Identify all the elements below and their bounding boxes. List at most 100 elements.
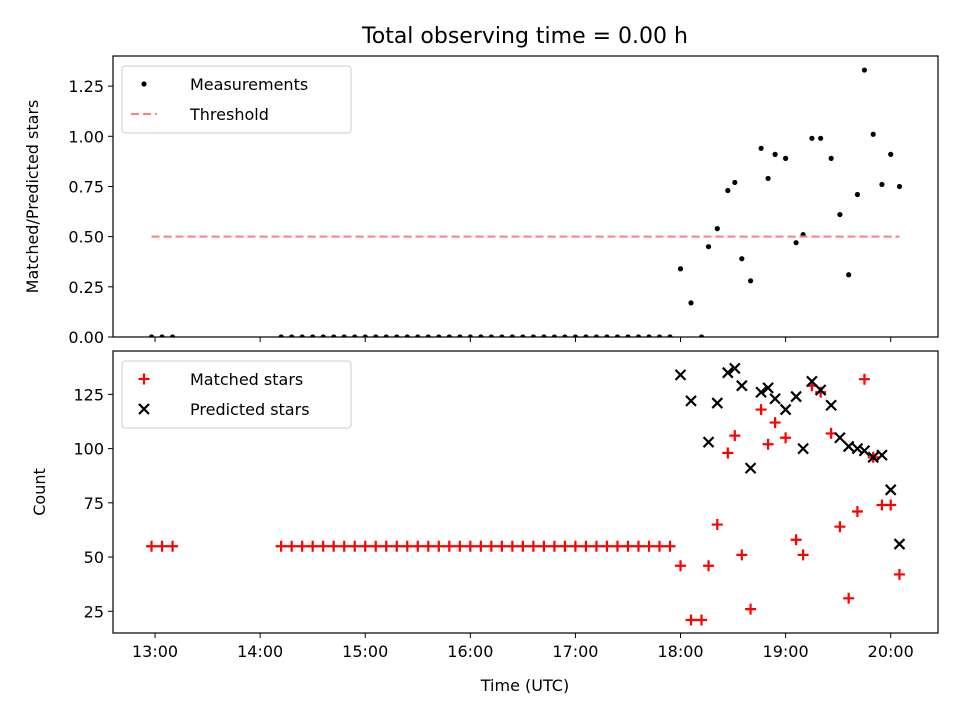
data-point [415, 334, 421, 337]
data-point [625, 334, 631, 337]
data-point [814, 384, 827, 396]
data-point [425, 334, 431, 337]
data-point [867, 451, 879, 464]
series-predicted-stars [674, 362, 906, 550]
data-point [401, 540, 413, 552]
data-point [307, 540, 319, 552]
data-point [548, 540, 560, 552]
legend: Matched stars Predicted stars [121, 360, 352, 429]
data-point [146, 540, 158, 552]
data-point [667, 334, 673, 337]
data-point [714, 226, 720, 232]
data-point [635, 334, 642, 337]
data-point [643, 540, 655, 552]
data-point [685, 614, 697, 626]
legend-label: Matched stars [190, 370, 303, 389]
data-point [711, 519, 723, 531]
data-point [739, 256, 745, 262]
data-point [583, 334, 589, 337]
data-point [896, 183, 903, 190]
data-point [783, 155, 789, 161]
x-tick-label: 19:00 [763, 642, 809, 661]
data-point [745, 603, 757, 615]
axes-frame [112, 350, 939, 634]
data-point [722, 366, 734, 379]
data-point [601, 540, 613, 552]
data-point [793, 240, 799, 246]
data-point [464, 540, 476, 552]
data-point [854, 191, 861, 198]
data-point [559, 540, 571, 552]
data-point [828, 155, 834, 161]
data-point [286, 540, 298, 552]
data-point [842, 440, 855, 453]
data-point [846, 272, 852, 278]
data-point [762, 438, 774, 450]
data-point [317, 540, 329, 552]
data-point [572, 334, 579, 337]
data-point [809, 135, 815, 141]
data-point [797, 442, 809, 455]
data-point [446, 334, 452, 337]
x-tick-label: 13:00 [132, 642, 178, 661]
data-point [485, 540, 497, 552]
data-point [780, 432, 792, 444]
legend: Measurements Threshold [121, 65, 352, 134]
data-point [744, 462, 757, 474]
y-tick-label: 0.50 [68, 228, 104, 247]
data-point [703, 560, 715, 572]
data-point [755, 386, 767, 398]
y-axis-label: Count [30, 468, 49, 516]
y-tick-label: 100 [73, 440, 104, 459]
legend-label: Measurements [190, 75, 308, 94]
data-point [755, 404, 767, 416]
data-point [310, 334, 316, 337]
y-tick-label: 0.75 [68, 177, 104, 196]
data-point [790, 534, 802, 546]
data-point [674, 369, 687, 381]
y-tick-label: 75 [84, 494, 104, 513]
axes-frame [112, 55, 939, 338]
data-point [861, 67, 868, 73]
data-point [517, 540, 529, 552]
data-point [530, 334, 536, 337]
legend-label: Predicted stars [190, 400, 310, 419]
y-tick-label: 50 [84, 548, 104, 567]
data-point [580, 540, 592, 552]
data-point [765, 175, 771, 182]
data-point [632, 540, 644, 552]
data-point [352, 334, 358, 337]
data-point [675, 560, 687, 572]
data-point [722, 447, 734, 459]
legend-marker-plus [138, 373, 150, 385]
y-tick-label: 0.00 [68, 328, 104, 347]
data-point [148, 334, 155, 337]
data-point [362, 334, 368, 337]
data-point [341, 334, 347, 337]
data-point [876, 449, 888, 461]
data-point [851, 506, 863, 518]
y-axis-label: Matched/Predicted stars [23, 100, 42, 294]
data-point [370, 540, 382, 552]
data-point [797, 549, 809, 561]
data-point [879, 181, 885, 188]
data-point [736, 549, 748, 561]
data-point [806, 375, 818, 388]
legend-box [121, 65, 352, 134]
y-tick-label: 25 [84, 602, 104, 621]
data-point [732, 179, 738, 186]
data-point [818, 135, 824, 141]
y-tick-label: 1.00 [68, 127, 104, 146]
data-point [858, 373, 870, 385]
data-point [391, 540, 403, 552]
data-point [331, 334, 337, 337]
data-point [457, 334, 463, 337]
data-point [614, 334, 621, 337]
series-matched-stars [146, 373, 905, 626]
data-point [541, 334, 547, 337]
data-point [443, 540, 455, 552]
data-point [711, 397, 724, 409]
data-point [422, 540, 434, 552]
data-point [698, 334, 705, 337]
